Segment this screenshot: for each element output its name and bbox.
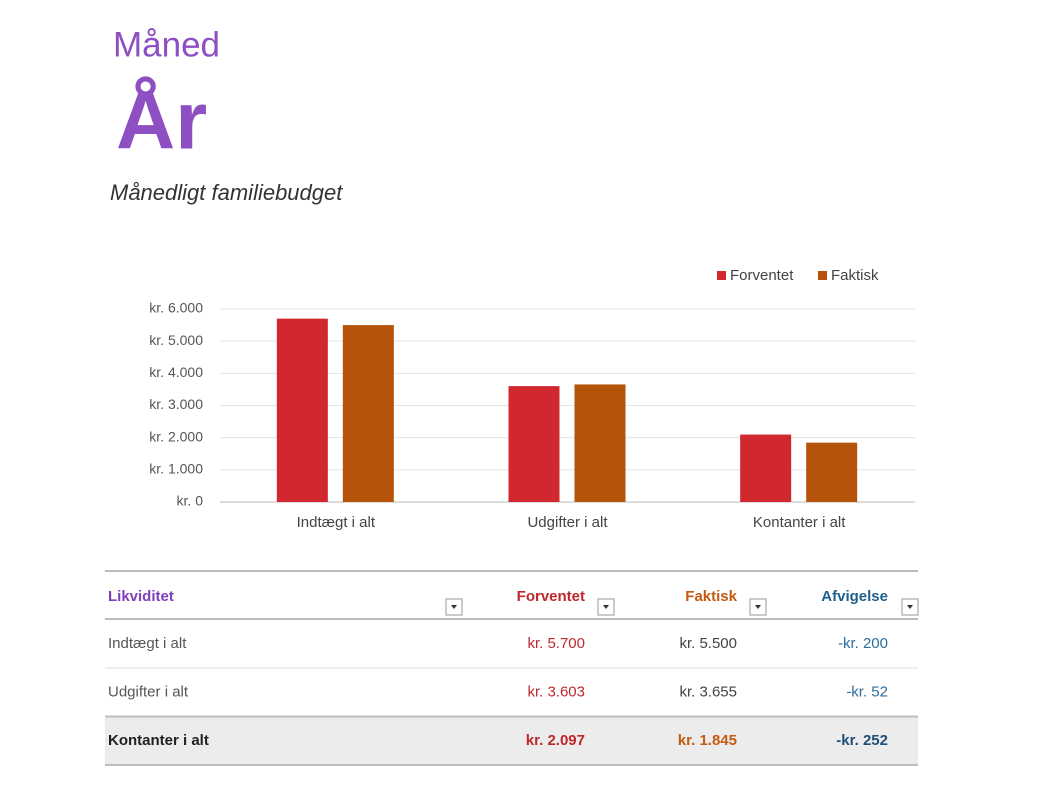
y-tick-label: kr. 1.000 [149, 461, 203, 477]
bar [508, 386, 560, 502]
year-title: År [116, 76, 207, 167]
total-cell: -kr. 252 [836, 732, 888, 749]
table-cell: -kr. 200 [838, 635, 888, 652]
table-cell: kr. 5.500 [679, 635, 737, 652]
column-header: Faktisk [685, 588, 737, 605]
column-header: Forventet [517, 588, 585, 605]
filter-arrow [603, 605, 609, 609]
legend-label: Forventet [730, 267, 794, 284]
table-cell: kr. 5.700 [527, 635, 585, 652]
bar [276, 318, 328, 502]
x-tick-label: Kontanter i alt [753, 514, 846, 531]
total-cell: kr. 2.097 [526, 732, 585, 749]
filter-arrow [907, 605, 913, 609]
filter-arrow [451, 605, 457, 609]
table-cell: kr. 3.655 [679, 683, 737, 700]
column-header: Likviditet [108, 588, 174, 605]
total-cell: kr. 1.845 [678, 732, 737, 749]
table-cell: Indtægt i alt [108, 635, 187, 652]
total-cell: Kontanter i alt [108, 732, 209, 749]
x-tick-label: Udgifter i alt [527, 514, 608, 531]
bar [740, 434, 792, 502]
table-cell: -kr. 52 [846, 683, 888, 700]
y-tick-label: kr. 5.000 [149, 332, 203, 348]
legend-swatch [818, 271, 827, 280]
month-title: Måned [113, 25, 220, 64]
column-header: Afvigelse [821, 588, 888, 605]
bar [574, 384, 626, 502]
x-tick-label: Indtægt i alt [297, 514, 376, 531]
y-tick-label: kr. 0 [177, 493, 204, 509]
bar [806, 442, 858, 502]
y-tick-label: kr. 4.000 [149, 364, 203, 380]
total-row-bg [105, 717, 918, 765]
table-cell: kr. 3.603 [527, 683, 585, 700]
y-tick-label: kr. 2.000 [149, 428, 203, 444]
filter-arrow [755, 605, 761, 609]
bar [342, 325, 394, 502]
legend-label: Faktisk [831, 267, 879, 284]
legend-swatch [717, 271, 726, 280]
y-tick-label: kr. 3.000 [149, 396, 203, 412]
table-cell: Udgifter i alt [108, 683, 189, 700]
subtitle: Månedligt familiebudget [110, 180, 343, 205]
y-tick-label: kr. 6.000 [149, 300, 203, 316]
